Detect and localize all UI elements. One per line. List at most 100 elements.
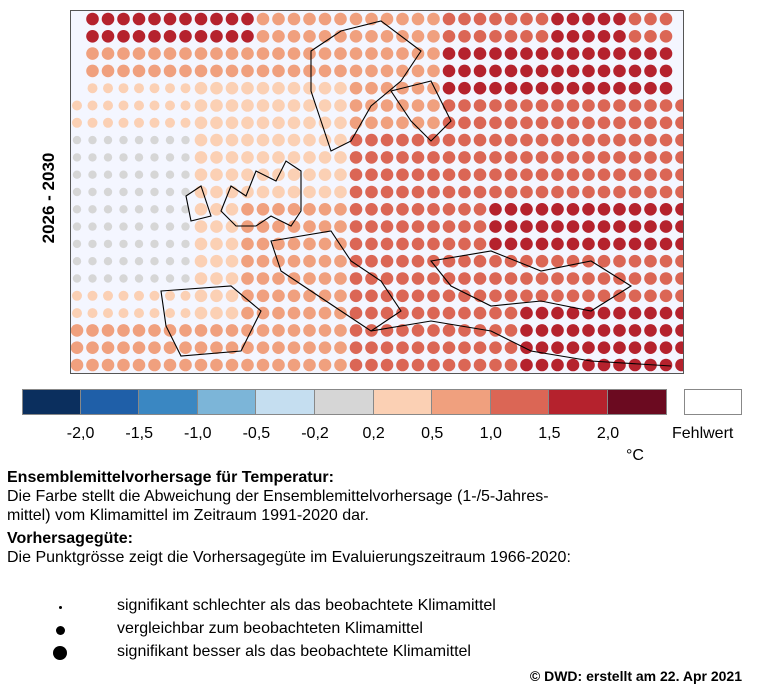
grid-dot — [318, 12, 332, 26]
grid-dot — [458, 151, 471, 164]
grid-dot — [458, 99, 471, 112]
grid-dot — [181, 257, 190, 266]
grid-dot — [148, 324, 161, 337]
grid-dot — [551, 324, 564, 337]
grid-dot — [427, 99, 440, 112]
grid-dot — [473, 151, 487, 164]
grid-dot — [225, 81, 239, 95]
grid-dot — [272, 272, 285, 285]
grid-dot — [504, 47, 518, 60]
grid-dot — [597, 12, 611, 26]
coastline — [310, 20, 422, 152]
grid-dot — [134, 222, 144, 231]
grid-dot — [644, 341, 657, 355]
grid-dot — [272, 64, 285, 78]
grid-dot — [613, 185, 626, 199]
grid-dot — [349, 341, 363, 355]
grid-dot — [349, 324, 363, 337]
grid-dot — [179, 12, 192, 26]
grid-dot — [504, 289, 518, 303]
missing-value-label: Fehlwert — [672, 425, 734, 442]
grid-dot — [194, 64, 208, 78]
grid-dot — [566, 341, 580, 355]
grid-dot — [318, 185, 332, 199]
grid-dot — [597, 306, 611, 320]
grid-dot — [86, 64, 99, 78]
grid-dot — [613, 30, 626, 43]
grid-dot — [644, 81, 657, 95]
grid-dot — [582, 203, 595, 216]
grid-dot — [644, 185, 657, 199]
grid-dot — [613, 289, 626, 303]
grid-dot — [149, 290, 160, 301]
grid-dot — [396, 99, 409, 112]
grid-dot — [134, 100, 144, 111]
grid-dot — [396, 358, 409, 372]
grid-dot — [256, 272, 270, 285]
grid-dot — [149, 83, 160, 94]
grid-dot — [597, 185, 611, 199]
grid-dot — [566, 358, 580, 372]
grid-dot — [473, 30, 487, 43]
grid-dot — [551, 12, 564, 26]
grid-dot — [148, 30, 161, 43]
grid-dot — [303, 64, 316, 78]
grid-dot — [458, 64, 471, 78]
grid-dot — [103, 274, 113, 283]
grid-dot — [473, 306, 487, 320]
grid-dot — [349, 272, 363, 285]
grid-dot — [272, 220, 285, 233]
grid-dot — [72, 170, 82, 179]
grid-dot — [489, 203, 502, 216]
grid-dot — [520, 203, 533, 216]
grid-dot — [150, 222, 159, 231]
grid-dot — [194, 12, 208, 26]
grid-dot — [644, 47, 657, 60]
grid-dot — [365, 358, 378, 372]
grid-dot — [659, 168, 673, 181]
grid-dot — [194, 220, 208, 233]
grid-dot — [210, 341, 223, 355]
grid-dot — [675, 151, 683, 164]
grid-dot — [194, 203, 208, 216]
grid-dot — [272, 133, 285, 147]
grid-dot — [380, 324, 394, 337]
grid-dot — [504, 151, 518, 164]
grid-dot — [473, 116, 487, 130]
grid-dot — [411, 116, 425, 130]
grid-dot — [86, 358, 99, 372]
grid-dot — [334, 64, 347, 78]
grid-dot — [442, 289, 456, 303]
grid-dot — [349, 220, 363, 233]
grid-dot — [613, 306, 626, 320]
grid-dot — [504, 306, 518, 320]
grid-dot — [210, 151, 223, 164]
grid-dot — [179, 341, 192, 355]
grid-dot — [411, 30, 425, 43]
grid-dot — [241, 324, 254, 337]
grid-dot — [349, 151, 363, 164]
grid-dot — [427, 203, 440, 216]
grid-dot — [473, 254, 487, 268]
grid-dot — [427, 220, 440, 233]
grid-dot — [88, 222, 97, 231]
grid-dot — [86, 324, 99, 337]
temperature-anomaly-map — [70, 10, 684, 374]
grid-dot — [88, 135, 97, 145]
legend-size-small: signifikant schlechter als das beobachte… — [0, 597, 760, 617]
grid-dot — [103, 257, 113, 266]
grid-dot — [520, 99, 533, 112]
grid-dot — [458, 12, 471, 26]
grid-dot — [659, 203, 673, 216]
grid-dot — [659, 116, 673, 130]
grid-dot — [504, 237, 518, 251]
grid-dot — [318, 220, 332, 233]
grid-dot — [88, 170, 97, 179]
grid-dot — [318, 64, 332, 78]
grid-dot — [659, 220, 673, 233]
grid-dot — [597, 151, 611, 164]
grid-dot — [210, 30, 223, 43]
period-label: 2026 - 2030 — [39, 152, 58, 244]
credit-line: © DWD: erstellt am 22. Apr 2021 — [529, 668, 742, 684]
grid-dot — [225, 47, 239, 60]
